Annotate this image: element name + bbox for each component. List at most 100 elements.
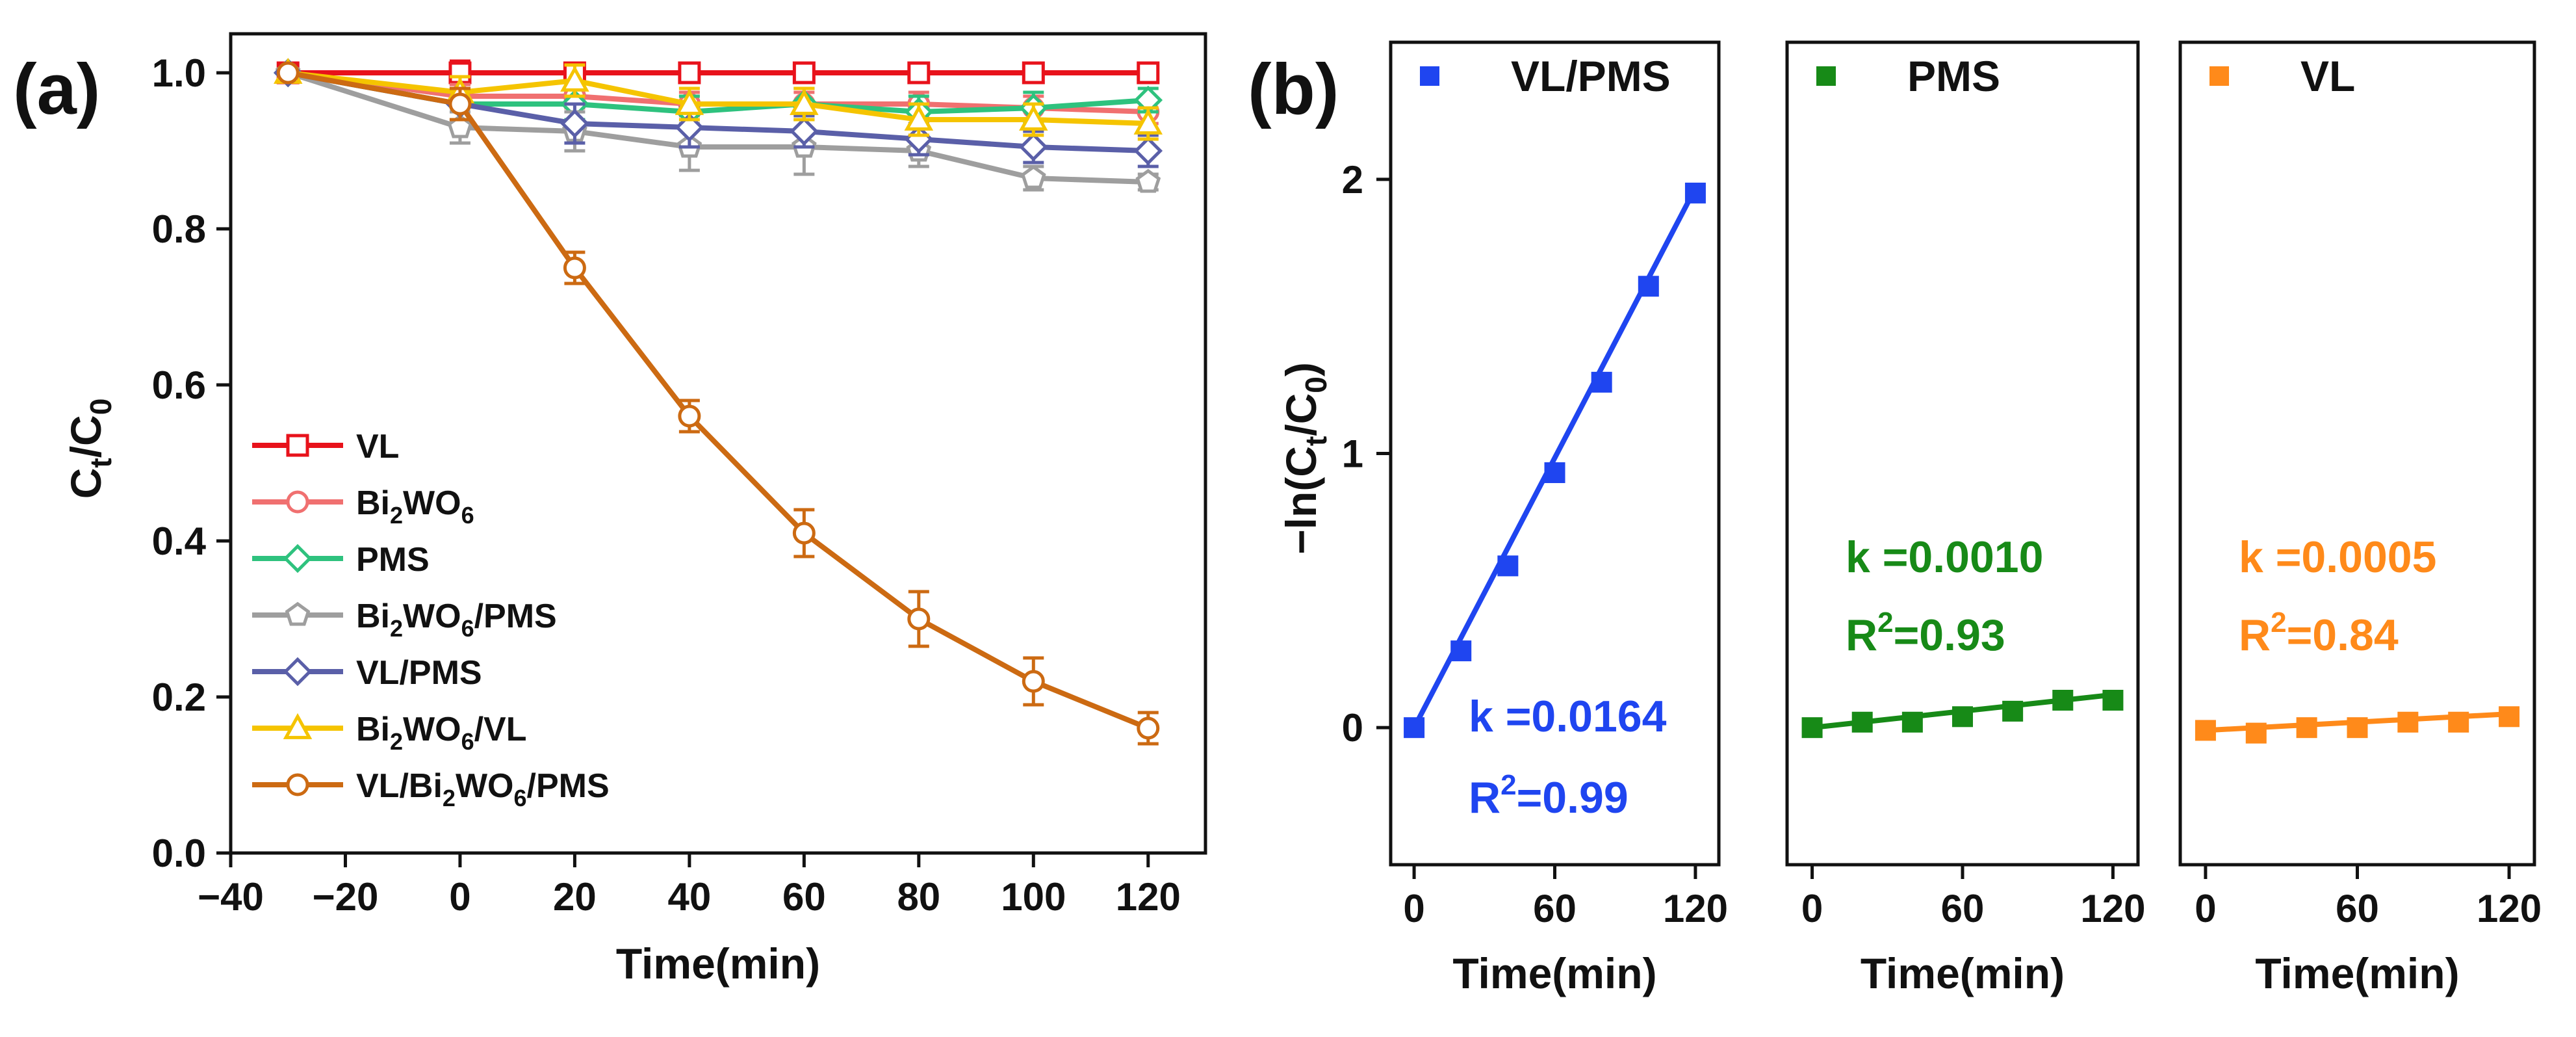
data-point	[792, 61, 816, 85]
legend-entry: VL	[252, 428, 399, 466]
x-tick-label: 120	[1116, 875, 1181, 919]
data-point	[1019, 104, 1048, 131]
x-tick-label: 100	[1001, 875, 1066, 919]
legend-entry: Bi2WO6/VL	[252, 711, 527, 755]
data-point	[1851, 711, 1873, 733]
data-point	[2448, 711, 2469, 733]
y-tick-label: 0	[1342, 706, 1363, 750]
series-VL	[276, 59, 1160, 86]
panel-a-x-ticks: −40 −20 0 20 40 60 80 100 120	[198, 853, 1181, 919]
r2-annotation: R2=0.84	[2239, 607, 2399, 660]
legend-marker	[283, 713, 313, 739]
y-tick-label: 0.4	[152, 519, 207, 563]
legend-entry: Bi2WO6	[252, 484, 474, 529]
subpanel-frame	[2178, 40, 2536, 867]
legend-entry: Bi2WO6/PMS	[252, 597, 557, 642]
x-tick-label: 120	[2080, 887, 2145, 930]
legend-marker	[1420, 66, 1439, 86]
data-point	[1022, 61, 1045, 85]
panel-b-label: (b)	[1248, 49, 1339, 129]
x-tick-label: 60	[782, 875, 826, 919]
data-point	[1133, 108, 1163, 135]
x-tick-label: 20	[553, 875, 597, 919]
x-tick-label: 60	[2336, 887, 2379, 930]
data-point	[790, 88, 819, 115]
data-point	[1638, 276, 1659, 297]
legend-marker	[1816, 66, 1836, 86]
series-VL/Bi2WO6/PMS	[276, 61, 1160, 746]
legend-entry: VL/Bi2WO6/PMS	[252, 767, 610, 811]
series-line	[287, 70, 1148, 126]
subpanel-PMS: 0 60 120 Time(min) PMS k =0.0010 R2=0.93	[1785, 40, 2145, 997]
data-point	[1020, 164, 1046, 189]
legend-label: VL/PMS	[356, 654, 482, 692]
data-point	[1801, 717, 1823, 739]
legend-marker	[285, 601, 311, 626]
data-point	[1135, 168, 1161, 193]
k-annotation: k =0.0164	[1469, 692, 1667, 741]
k-annotation: k =0.0005	[2239, 532, 2436, 582]
legend-marker	[283, 544, 313, 573]
legend-label: VL/Bi2WO6/PMS	[356, 767, 610, 811]
x-tick-label: 120	[2477, 887, 2542, 930]
x-tick-label: −20	[313, 875, 379, 919]
data-point	[1450, 640, 1472, 662]
data-point	[2002, 700, 2024, 722]
data-point	[1137, 61, 1160, 85]
y-tick-label: 0.6	[152, 363, 206, 407]
legend-entry: PMS	[252, 541, 430, 579]
y-tick-label: 0.2	[152, 676, 206, 719]
legend-marker	[286, 490, 309, 514]
x-tick-label: 120	[1663, 887, 1728, 930]
legend-marker	[286, 434, 309, 457]
x-tick-label: 0	[1403, 887, 1424, 930]
y-tick-label: 0.8	[152, 207, 206, 251]
data-point	[1022, 670, 1045, 693]
r2-annotation: R2=0.93	[1846, 607, 2005, 660]
panel-a: (a) −40 −20 0 20 40 60 80 100 120 0.00.20.40.60.…	[13, 32, 1207, 988]
data-point	[1497, 555, 1519, 577]
data-point	[1137, 716, 1160, 740]
data-point	[790, 116, 819, 146]
subpanel-x-title: Time(min)	[1452, 949, 1656, 997]
panel-b-y-ticks: 0 1 2	[1342, 158, 1391, 750]
panel-a-frame	[229, 32, 1207, 855]
subpanel-x-title: Time(min)	[1861, 949, 2065, 997]
subpanel-frame	[1785, 40, 2140, 867]
legend-label: PMS	[1907, 52, 2000, 100]
legend-entry: VL/PMS	[252, 654, 482, 692]
k-annotation: k =0.0010	[1846, 532, 2043, 582]
data-point	[2296, 717, 2317, 739]
data-point	[1544, 462, 1565, 484]
data-point	[1591, 371, 1612, 393]
legend-label: VL	[2300, 52, 2355, 100]
x-tick-label: 0	[449, 875, 470, 919]
data-point	[907, 61, 931, 85]
subpanel-x-title: Time(min)	[2255, 949, 2459, 997]
data-point	[678, 404, 701, 428]
panel-b: (b) −ln(Ct/C0) 012 0 60 120Time(min)VL/PMS…	[1248, 40, 2542, 997]
data-point	[2499, 706, 2520, 728]
data-point	[1404, 717, 1425, 739]
data-point	[678, 61, 701, 85]
series-line	[287, 70, 1148, 153]
data-point	[276, 61, 300, 85]
data-point	[448, 92, 472, 116]
y-tick-label: 0.0	[152, 832, 206, 875]
data-point	[2397, 711, 2419, 733]
y-tick-label: 1.0	[152, 51, 206, 95]
x-tick-label: 60	[1941, 887, 1985, 930]
data-point	[560, 109, 589, 138]
x-tick-label: 40	[668, 875, 712, 919]
legend-label: Bi2WO6/VL	[356, 711, 527, 755]
x-tick-label: 60	[1533, 887, 1577, 930]
panel-b-y-title: −ln(Ct/C0)	[1277, 362, 1333, 555]
data-point	[907, 607, 931, 631]
panel-a-series	[273, 57, 1163, 746]
data-point	[2052, 690, 2074, 711]
data-point	[563, 256, 586, 280]
data-point	[2245, 722, 2267, 744]
